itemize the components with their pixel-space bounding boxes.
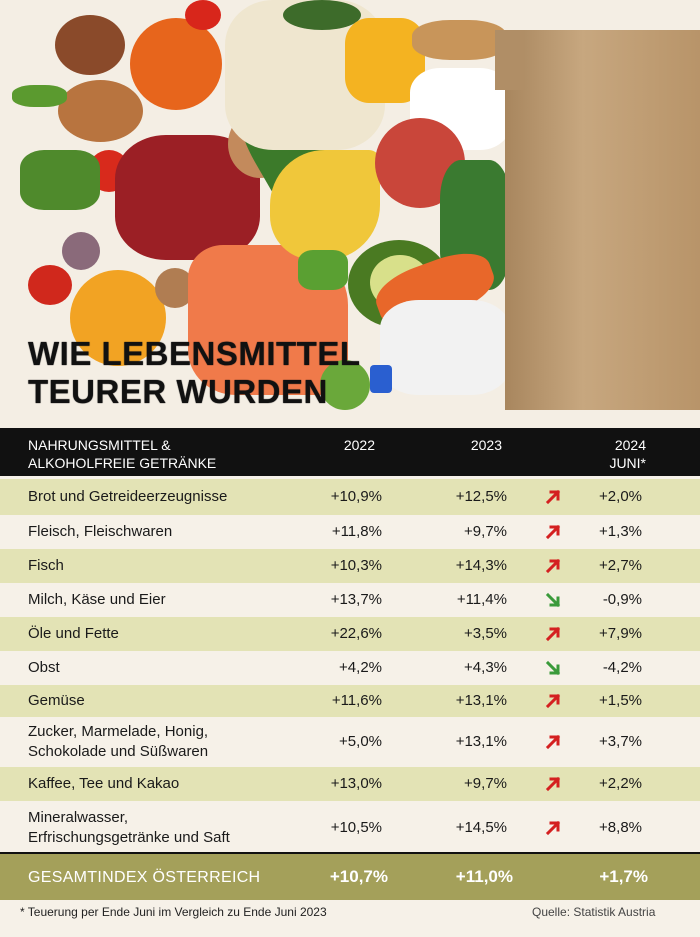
arrow-up-right-icon bbox=[545, 693, 561, 709]
table-header: NAHRUNGSMITTEL & ALKOHOLFREIE GETRÄNKE 2… bbox=[0, 428, 700, 476]
value-2022: +10,3% bbox=[330, 557, 382, 574]
value-2022: +5,0% bbox=[339, 733, 382, 750]
row-label-line-1: Fisch bbox=[28, 557, 64, 574]
row-label-line-1: Gemüse bbox=[28, 692, 85, 709]
source-note: Quelle: Statistik Austria bbox=[532, 905, 656, 919]
row-label-line-2: Schokolade und Süßwaren bbox=[28, 743, 209, 760]
value-2023: +4,3% bbox=[464, 659, 507, 676]
table-row: Brot und Getreideerzeugnisse +10,9% +12,5%… bbox=[0, 479, 700, 515]
row-label-line-1: Obst bbox=[28, 659, 60, 676]
table-row: Obst +4,2% +4,3% -4,2% bbox=[0, 653, 700, 683]
page-title: WIE LEBENSMITTEL TEURER WURDEN bbox=[28, 335, 361, 411]
row-label: Fisch bbox=[28, 556, 64, 576]
value-2023: +14,3% bbox=[455, 557, 507, 574]
total-row: GESAMTINDEX ÖSTERREICH +10,7% +11,0% +1,… bbox=[0, 852, 700, 900]
table-row: Gemüse +11,6% +13,1% +1,5% bbox=[0, 685, 700, 717]
value-2024: +7,9% bbox=[599, 625, 642, 642]
table-row: Fleisch, Fleischwaren +11,8% +9,7% +1,3% bbox=[0, 517, 700, 547]
row-label: Obst bbox=[28, 658, 60, 678]
total-2024: +1,7% bbox=[599, 867, 648, 886]
value-2024: +1,5% bbox=[599, 692, 642, 709]
value-2022: +11,8% bbox=[331, 523, 382, 540]
row-label-line-1: Mineralwasser, bbox=[28, 809, 129, 826]
value-2024: -0,9% bbox=[602, 591, 642, 608]
table-row: Zucker, Marmelade, Honig, Schokolade und … bbox=[0, 719, 700, 765]
row-label-line-1: Fleisch, Fleischwaren bbox=[28, 523, 173, 540]
value-2022: +10,9% bbox=[330, 488, 382, 505]
arrow-up-right-icon bbox=[545, 489, 561, 505]
value-2024: +1,3% bbox=[599, 523, 642, 540]
value-2023: +12,5% bbox=[455, 488, 507, 505]
arrow-up-right-icon bbox=[545, 776, 561, 792]
total-label: GESAMTINDEX ÖSTERREICH bbox=[28, 869, 261, 886]
category-header: NAHRUNGSMITTEL & ALKOHOLFREIE GETRÄNKE bbox=[28, 436, 216, 472]
row-label-line-1: Öle und Fette bbox=[28, 625, 119, 642]
arrow-up-right-icon bbox=[545, 524, 561, 540]
value-2024: +8,8% bbox=[599, 819, 642, 836]
value-2023: +9,7% bbox=[464, 523, 507, 540]
value-2024: +3,7% bbox=[599, 733, 642, 750]
table-row: Öle und Fette +22,6% +3,5% +7,9% bbox=[0, 617, 700, 651]
row-label: Gemüse bbox=[28, 691, 85, 711]
paper-bag bbox=[505, 30, 700, 410]
value-2023: +9,7% bbox=[464, 775, 507, 792]
title-line-1: WIE LEBENSMITTEL bbox=[28, 335, 361, 372]
value-2022: +4,2% bbox=[339, 659, 382, 676]
row-label: Fleisch, Fleischwaren bbox=[28, 522, 172, 542]
table-row: Kaffee, Tee und Kakao +13,0% +9,7% +2,2% bbox=[0, 767, 700, 801]
row-label: Brot und Getreideerzeugnisse bbox=[28, 487, 227, 507]
category-header-line-1: NAHRUNGSMITTEL & bbox=[28, 437, 171, 453]
row-label-line-1: Zucker, Marmelade, Honig, bbox=[28, 723, 209, 740]
value-2022: +13,0% bbox=[330, 775, 382, 792]
row-label-line-2: Erfrischungsgetränke und Saft bbox=[28, 829, 230, 846]
value-2024: -4,2% bbox=[602, 659, 642, 676]
value-2023: +13,1% bbox=[455, 692, 507, 709]
arrow-down-right-icon bbox=[545, 660, 561, 676]
value-2023: +11,4% bbox=[456, 591, 507, 608]
paper-bag-fold bbox=[495, 30, 525, 90]
row-label: Milch, Käse und Eier bbox=[28, 590, 166, 610]
row-label-line-1: Milch, Käse und Eier bbox=[28, 591, 166, 608]
total-2023: +11,0% bbox=[455, 867, 513, 886]
row-label-line-1: Kaffee, Tee und Kakao bbox=[28, 775, 180, 792]
footnote: * Teuerung per Ende Juni im Vergleich zu… bbox=[20, 905, 327, 919]
arrow-up-right-icon bbox=[545, 820, 561, 836]
arrow-up-right-icon bbox=[545, 626, 561, 642]
total-2022: +10,7% bbox=[329, 867, 388, 886]
row-label-line-1: Brot und Getreideerzeugnisse bbox=[28, 488, 228, 505]
year-2024-header-line-2: JUNI* bbox=[609, 455, 646, 471]
title-line-2: TEURER WURDEN bbox=[28, 373, 328, 410]
table-row: Milch, Käse und Eier +13,7% +11,4% -0,9% bbox=[0, 585, 700, 615]
year-2023-header: 2023 bbox=[470, 437, 502, 453]
value-2024: +2,7% bbox=[599, 557, 642, 574]
year-2022-header: 2022 bbox=[343, 437, 375, 453]
arrow-up-right-icon bbox=[545, 558, 561, 574]
value-2022: +22,6% bbox=[330, 625, 382, 642]
table-row: Mineralwasser, Erfrischungsgetränke und S… bbox=[0, 803, 700, 853]
arrow-down-right-icon bbox=[545, 592, 561, 608]
category-header-line-2: ALKOHOLFREIE GETRÄNKE bbox=[28, 455, 217, 471]
arrow-up-right-icon bbox=[545, 734, 561, 750]
value-2024: +2,2% bbox=[599, 775, 642, 792]
hero-image bbox=[0, 0, 700, 428]
value-2022: +10,5% bbox=[330, 819, 382, 836]
row-label: Zucker, Marmelade, Honig, Schokolade und … bbox=[28, 722, 208, 762]
row-label: Mineralwasser, Erfrischungsgetränke und S… bbox=[28, 808, 230, 848]
row-label: Öle und Fette bbox=[28, 624, 119, 644]
value-2023: +3,5% bbox=[464, 625, 507, 642]
year-2024-header: 2024 JUNI* bbox=[590, 436, 646, 472]
value-2023: +14,5% bbox=[455, 819, 507, 836]
value-2023: +13,1% bbox=[455, 733, 507, 750]
table-row: Fisch +10,3% +14,3% +2,7% bbox=[0, 549, 700, 583]
table-body: Brot und Getreideerzeugnisse +10,9% +12,5%… bbox=[0, 479, 700, 855]
value-2022: +13,7% bbox=[330, 591, 382, 608]
row-label: Kaffee, Tee und Kakao bbox=[28, 774, 179, 794]
year-2024-header-line-1: 2024 bbox=[614, 437, 646, 453]
value-2024: +2,0% bbox=[599, 488, 642, 505]
value-2022: +11,6% bbox=[331, 692, 382, 709]
